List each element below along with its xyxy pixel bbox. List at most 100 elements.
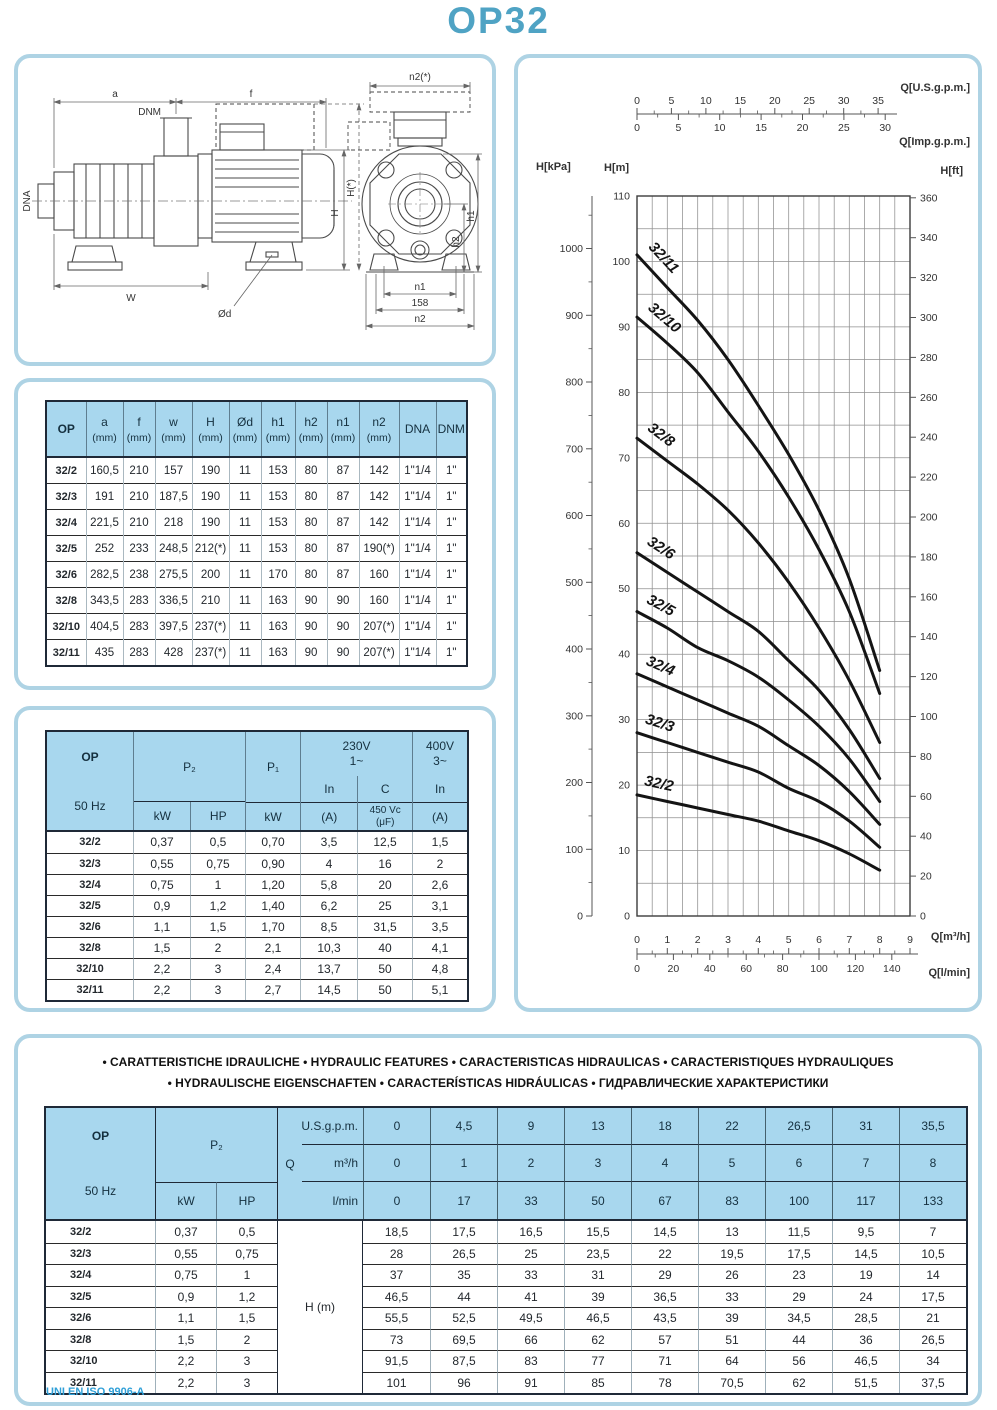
q-value: 100 (765, 1182, 832, 1219)
y-axis-label-kpa: H[kPa] (536, 161, 571, 173)
dim-value: 1" (435, 535, 467, 562)
dim-value: 283 (122, 639, 155, 666)
head-value: 44 (765, 1328, 832, 1350)
head-value: 22 (631, 1242, 698, 1264)
head-value: 41 (497, 1285, 564, 1307)
head-value: 7 (899, 1221, 966, 1243)
dim-value: 248,5 (154, 535, 192, 562)
y-tick-ft: 280 (920, 352, 938, 364)
y-tick-m: 60 (618, 518, 630, 530)
head-value: 23 (765, 1264, 832, 1286)
row-label: 32/5 (47, 895, 133, 916)
head-value: 34 (899, 1350, 966, 1372)
head-value: 56 (765, 1350, 832, 1372)
head-value: 44 (430, 1285, 497, 1307)
electrical-panel: OP 50 Hz P₂ kW HP P₁ kW 230V 1~ In (A) C 450 Vc (μF) 4… (14, 706, 496, 1012)
header-p1-group: P₁ kW (245, 732, 300, 830)
dim-col-header: w (mm) (154, 401, 192, 458)
hp-value: 1,2 (216, 1285, 277, 1307)
ele-value: 10,3 (300, 937, 357, 958)
head-value: 83 (497, 1350, 564, 1372)
x-tick-m3h: 4 (755, 934, 761, 946)
ele-value: 1,5 (190, 916, 245, 937)
head-value: 96 (430, 1371, 497, 1393)
head-value: 21 (899, 1307, 966, 1329)
x-axis-label-lmin: Q[l/min] (928, 967, 970, 979)
y-tick-kpa: 600 (565, 510, 583, 522)
ele-value: 0,37 (133, 832, 190, 853)
row-label: 32/8 (46, 587, 86, 614)
dim-value: 207(*) (358, 639, 399, 666)
x-tick-usgpm: 5 (668, 95, 674, 107)
dim-label-h2: h2 (451, 236, 462, 248)
ele-value: 40 (357, 937, 412, 958)
in-label: In (434, 782, 445, 796)
table-row: 32/11 435 283 428 237(*) 11 163 90 90 207(*) 1"1/4… (46, 639, 467, 666)
y-axis-label-m: H[m] (604, 162, 629, 174)
q-value: 35,5 (899, 1108, 966, 1145)
q-value: 4 (631, 1145, 698, 1182)
ele-value: 1 (190, 874, 245, 895)
head-value: 78 (631, 1371, 698, 1393)
dim-label-158: 158 (412, 298, 429, 309)
p1-label: P₁ (266, 760, 280, 774)
head-value: 15,5 (564, 1221, 631, 1243)
dim-value: 1" (435, 483, 467, 510)
hp-value: 3 (216, 1371, 277, 1393)
row-label: 32/4 (46, 1264, 155, 1286)
chart-panel: 0 10 20 30 40 50 60 70 80 90 100 110 0 100 200 300 400 50… (514, 54, 982, 1012)
dim-value: 210 (122, 509, 155, 536)
front-dashed-outlines (347, 91, 471, 151)
electrical-table-body: 32/2 0,37 0,5 0,70 3,5 12,5 1,5 32/3 0,55 0,75 0,9… (47, 832, 467, 1000)
kpa-ruler (586, 196, 593, 917)
x-tick-impgpm: 30 (879, 122, 891, 134)
hydraulic-title-line1: • CARATTERISTICHE IDRAULICHE • HYDRAULIC… (102, 1055, 894, 1069)
x-tick-lmin: 20 (668, 963, 680, 975)
dim-value: 190 (191, 483, 229, 510)
dim-value: 153 (260, 456, 295, 484)
dim-col-header: n2 (mm) (358, 401, 399, 458)
q-value: 0 (363, 1145, 430, 1182)
q-value: 50 (564, 1182, 631, 1219)
bottom-flow-scale (636, 948, 918, 960)
ele-value: 20 (357, 874, 412, 895)
dim-col-header: h2 (mm) (294, 401, 327, 458)
kw-value: 2,2 (155, 1350, 216, 1372)
dim-value: 163 (260, 639, 295, 666)
cap-line2: (μF) (375, 816, 395, 828)
col-name: h2 (304, 414, 318, 429)
q-value: 26,5 (765, 1108, 832, 1145)
dim-value: 87 (326, 456, 359, 484)
ele-value: 2 (190, 937, 245, 958)
row-label: 32/8 (47, 937, 133, 958)
dim-value: 1"1/4 (398, 613, 436, 640)
curve-label-32/3: 32/3 (643, 711, 677, 736)
hp-value: 2 (216, 1328, 277, 1350)
side-dimension-lines (53, 98, 364, 307)
v230-line2: 1~ (349, 754, 364, 768)
dim-value: 1"1/4 (398, 587, 436, 614)
ele-value: 4,8 (412, 958, 467, 979)
x-tick-impgpm: 10 (714, 122, 726, 134)
dim-value: 87 (326, 483, 359, 510)
head-value: 29 (765, 1285, 832, 1307)
dim-value: 1"1/4 (398, 456, 436, 484)
curve-32/10 (635, 315, 882, 695)
ele-value: 5,1 (412, 979, 467, 1000)
x-tick-usgpm: 30 (838, 95, 850, 107)
dimensions-panel: OP a (mm) f (mm) w (mm) H (mm) Ød (mm) h1 (mm) h2 (mm)… (14, 378, 496, 690)
q-value: 8 (899, 1145, 966, 1182)
dim-value: 1" (435, 613, 467, 640)
row-label: 32/4 (46, 509, 86, 536)
col-name: Ød (236, 414, 253, 429)
dim-label-n1: n1 (414, 282, 426, 293)
curve-label-32/4: 32/4 (644, 653, 678, 680)
head-value: 9,5 (832, 1221, 899, 1243)
dim-value: 163 (260, 587, 295, 614)
head-value: 51 (698, 1328, 765, 1350)
electrical-table-header: OP 50 Hz P₂ kW HP P₁ kW 230V 1~ In (A) C 450 Vc (μF) 4… (47, 732, 467, 832)
col-name: h1 (271, 414, 285, 429)
hydraulic-panel: • CARATTERISTICHE IDRAULICHE • HYDRAULIC… (14, 1034, 982, 1406)
y-tick-ft: 20 (920, 871, 932, 883)
y-tick-ft: 180 (920, 551, 938, 563)
